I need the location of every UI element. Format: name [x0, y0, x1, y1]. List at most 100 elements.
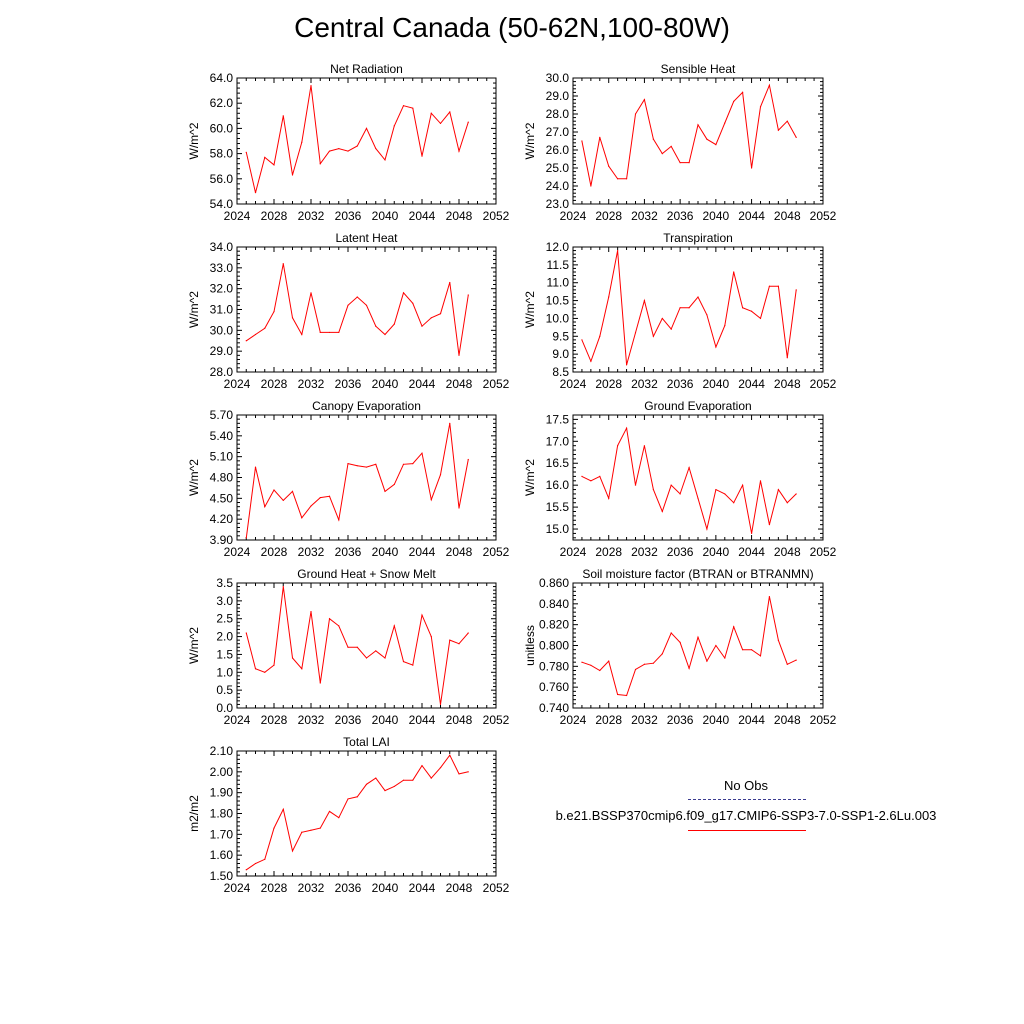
- y-tick-label: 62.0: [210, 96, 234, 110]
- data-point: [795, 136, 797, 138]
- y-tick-label: 16.5: [546, 456, 570, 470]
- data-point: [421, 155, 423, 157]
- y-tick-label: 3.0: [216, 594, 233, 608]
- data-point: [679, 493, 681, 495]
- x-tick-label: 2028: [261, 209, 288, 223]
- data-point: [430, 499, 432, 501]
- data-point: [254, 668, 257, 670]
- y-tick-label: 17.0: [546, 434, 570, 448]
- data-point: [697, 124, 699, 126]
- data-point: [590, 664, 592, 666]
- y-tick-label: 32.0: [210, 282, 234, 296]
- data-point: [365, 466, 368, 468]
- data-point: [393, 785, 395, 788]
- x-tick-label: 2048: [446, 209, 473, 223]
- data-point: [328, 618, 331, 620]
- y-tick-label: 11.5: [547, 258, 570, 272]
- data-point: [310, 505, 312, 507]
- data-point: [768, 595, 771, 598]
- data-point: [634, 484, 637, 486]
- y-tick-label: 26.0: [546, 143, 570, 157]
- x-tick-label: 2028: [261, 545, 288, 559]
- data-point: [245, 632, 247, 634]
- y-tick-label: 5.40: [210, 429, 234, 443]
- data-point: [777, 129, 779, 131]
- data-point: [652, 138, 654, 140]
- x-tick-label: 2032: [298, 209, 325, 223]
- x-tick-label: 2032: [631, 377, 658, 391]
- data-point: [393, 323, 395, 325]
- data-point: [356, 296, 358, 298]
- data-point: [661, 653, 663, 655]
- y-tick-label: 58.0: [210, 147, 234, 161]
- y-tick-label: 1.50: [210, 869, 234, 883]
- data-point: [661, 317, 663, 320]
- y-tick-label: 1.80: [210, 807, 234, 821]
- data-point: [264, 506, 266, 508]
- data-point: [412, 463, 414, 465]
- x-tick-label: 2052: [483, 881, 510, 895]
- plot-title: Total LAI: [343, 735, 390, 749]
- x-tick-label: 2052: [810, 209, 837, 223]
- data-point: [273, 489, 275, 491]
- data-point: [421, 614, 423, 616]
- data-point: [282, 499, 284, 502]
- y-tick-label: 0.780: [539, 659, 569, 673]
- data-point: [670, 484, 672, 486]
- data-point: [750, 310, 753, 312]
- x-tick-label: 2044: [409, 209, 436, 223]
- x-tick-label: 2048: [774, 209, 801, 223]
- x-tick-label: 2036: [335, 881, 362, 895]
- plot-frame: [572, 582, 824, 709]
- x-tick-label: 2032: [631, 209, 658, 223]
- data-point: [338, 147, 340, 150]
- x-tick-label: 2052: [810, 713, 837, 727]
- data-point: [282, 115, 284, 117]
- x-tick-label: 2032: [631, 713, 658, 727]
- y-tick-label: 30.0: [546, 71, 570, 85]
- data-point: [706, 138, 708, 140]
- data-point: [291, 490, 294, 492]
- y-tick-label: 0.0: [216, 701, 233, 715]
- y-tick-label: 9.0: [552, 347, 569, 361]
- y-tick-label: 60.0: [210, 121, 234, 135]
- y-tick-label: 29.0: [210, 344, 234, 358]
- data-point: [347, 646, 349, 648]
- data-point: [715, 346, 717, 348]
- data-point: [402, 463, 405, 465]
- plot-title: Latent Heat: [335, 231, 398, 245]
- data-point: [310, 610, 312, 613]
- y-tick-label: 0.840: [539, 597, 569, 611]
- y-tick-label: 23.0: [546, 197, 570, 211]
- data-point: [384, 490, 386, 492]
- data-point: [421, 325, 423, 327]
- x-tick-label: 2028: [261, 713, 288, 727]
- x-tick-label: 2032: [298, 881, 325, 895]
- x-tick-label: 2024: [560, 209, 587, 223]
- y-tick-label: 2.00: [210, 765, 234, 779]
- x-tick-label: 2032: [298, 545, 325, 559]
- data-point: [661, 510, 663, 513]
- data-point: [328, 495, 331, 497]
- data-point: [458, 773, 460, 775]
- y-tick-label: 33.0: [210, 261, 234, 275]
- y-tick-label: 8.5: [552, 365, 569, 379]
- data-point: [724, 324, 726, 327]
- data-point: [795, 659, 797, 661]
- x-tick-label: 2044: [409, 545, 436, 559]
- data-point: [670, 328, 672, 330]
- data-point: [750, 649, 753, 651]
- data-point: [688, 467, 690, 469]
- x-tick-label: 2036: [667, 377, 694, 391]
- data-point: [412, 779, 414, 781]
- y-tick-label: 27.0: [546, 125, 570, 139]
- data-point: [338, 519, 340, 521]
- data-point: [581, 339, 583, 341]
- data-point: [733, 626, 735, 628]
- data-point: [319, 827, 321, 829]
- x-tick-label: 2052: [483, 209, 510, 223]
- data-point: [356, 796, 358, 798]
- data-point: [750, 532, 753, 535]
- data-point: [264, 671, 266, 673]
